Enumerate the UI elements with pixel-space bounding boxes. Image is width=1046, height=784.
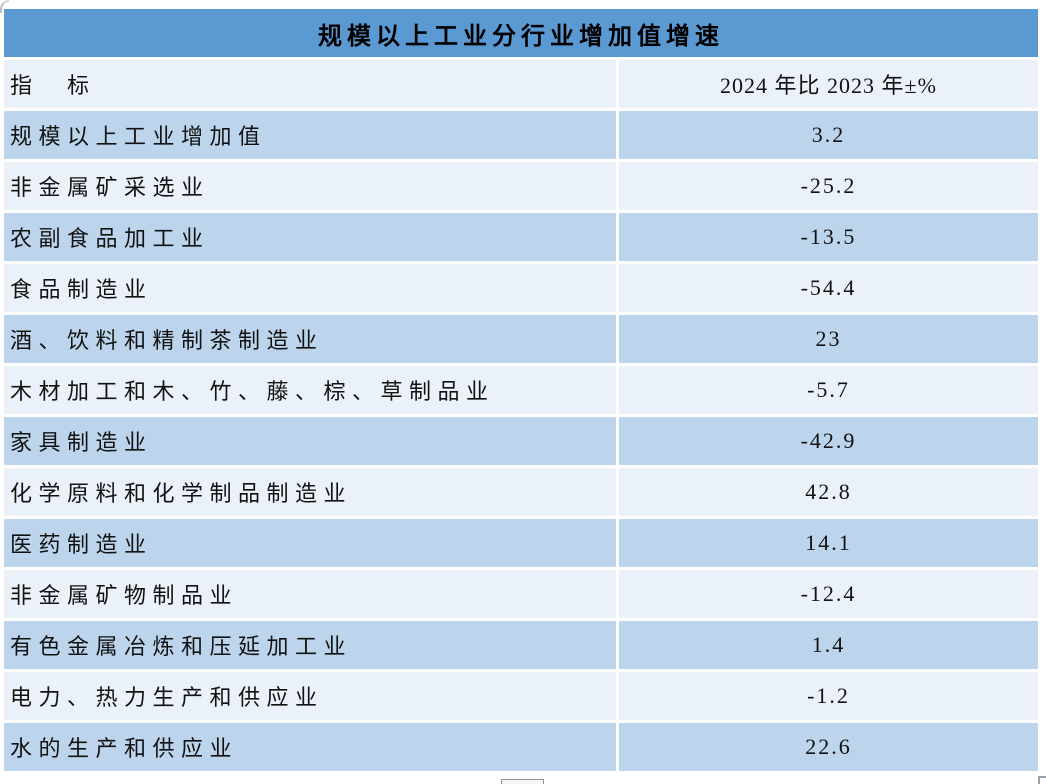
page-corner-artifact <box>0 0 9 13</box>
table-row: 木材加工和木、竹、藤、棕、草制品业 -5.7 <box>4 366 1038 414</box>
table-row: 农副食品加工业 -13.5 <box>4 213 1038 261</box>
value-cell: 1.4 <box>619 621 1038 669</box>
indicator-cell: 规模以上工业增加值 <box>4 111 616 159</box>
value-cell: -5.7 <box>619 366 1038 414</box>
table-row: 食品制造业 -54.4 <box>4 264 1038 312</box>
industry-growth-table: 规模以上工业分行业增加值增速 指 标 2024 年比 2023 年±% 规模以上… <box>4 9 1038 771</box>
value-cell: 42.8 <box>619 468 1038 516</box>
indicator-cell: 非金属矿物制品业 <box>4 570 616 618</box>
table-row: 非金属矿物制品业 -12.4 <box>4 570 1038 618</box>
value-cell: -13.5 <box>619 213 1038 261</box>
table-row: 酒、饮料和精制茶制造业 23 <box>4 315 1038 363</box>
indicator-cell: 医药制造业 <box>4 519 616 567</box>
table-row: 医药制造业 14.1 <box>4 519 1038 567</box>
table-title: 规模以上工业分行业增加值增速 <box>4 9 1038 57</box>
table-row: 电力、热力生产和供应业 -1.2 <box>4 672 1038 720</box>
value-cell: -42.9 <box>619 417 1038 465</box>
indicator-cell: 化学原料和化学制品制造业 <box>4 468 616 516</box>
indicator-cell: 酒、饮料和精制茶制造业 <box>4 315 616 363</box>
table-header-row: 指 标 2024 年比 2023 年±% <box>4 60 1038 108</box>
indicator-cell: 非金属矿采选业 <box>4 162 616 210</box>
table-body: 规模以上工业增加值 3.2 非金属矿采选业 -25.2 农副食品加工业 -13.5 食品制造… <box>4 111 1038 771</box>
value-cell: -25.2 <box>619 162 1038 210</box>
indicator-cell: 家具制造业 <box>4 417 616 465</box>
table-row: 有色金属冶炼和压延加工业 1.4 <box>4 621 1038 669</box>
indicator-cell: 木材加工和木、竹、藤、棕、草制品业 <box>4 366 616 414</box>
value-cell: 3.2 <box>619 111 1038 159</box>
table-row: 化学原料和化学制品制造业 42.8 <box>4 468 1038 516</box>
indicator-cell: 农副食品加工业 <box>4 213 616 261</box>
table-row: 非金属矿采选业 -25.2 <box>4 162 1038 210</box>
indicator-cell: 有色金属冶炼和压延加工业 <box>4 621 616 669</box>
table-row: 规模以上工业增加值 3.2 <box>4 111 1038 159</box>
value-cell: 22.6 <box>619 723 1038 771</box>
value-cell: -1.2 <box>619 672 1038 720</box>
indicator-cell: 电力、热力生产和供应业 <box>4 672 616 720</box>
table-row: 家具制造业 -42.9 <box>4 417 1038 465</box>
value-cell: -54.4 <box>619 264 1038 312</box>
value-cell: 23 <box>619 315 1038 363</box>
horizontal-scrollbar-thumb[interactable] <box>501 779 544 784</box>
indicator-cell: 食品制造业 <box>4 264 616 312</box>
header-value-label: 2024 年比 2023 年±% <box>619 60 1038 108</box>
indicator-cell: 水的生产和供应业 <box>4 723 616 771</box>
table-row: 水的生产和供应业 22.6 <box>4 723 1038 771</box>
value-cell: -12.4 <box>619 570 1038 618</box>
header-indicator-label: 指 标 <box>4 60 616 108</box>
resize-corner-artifact <box>1038 776 1046 784</box>
value-cell: 14.1 <box>619 519 1038 567</box>
